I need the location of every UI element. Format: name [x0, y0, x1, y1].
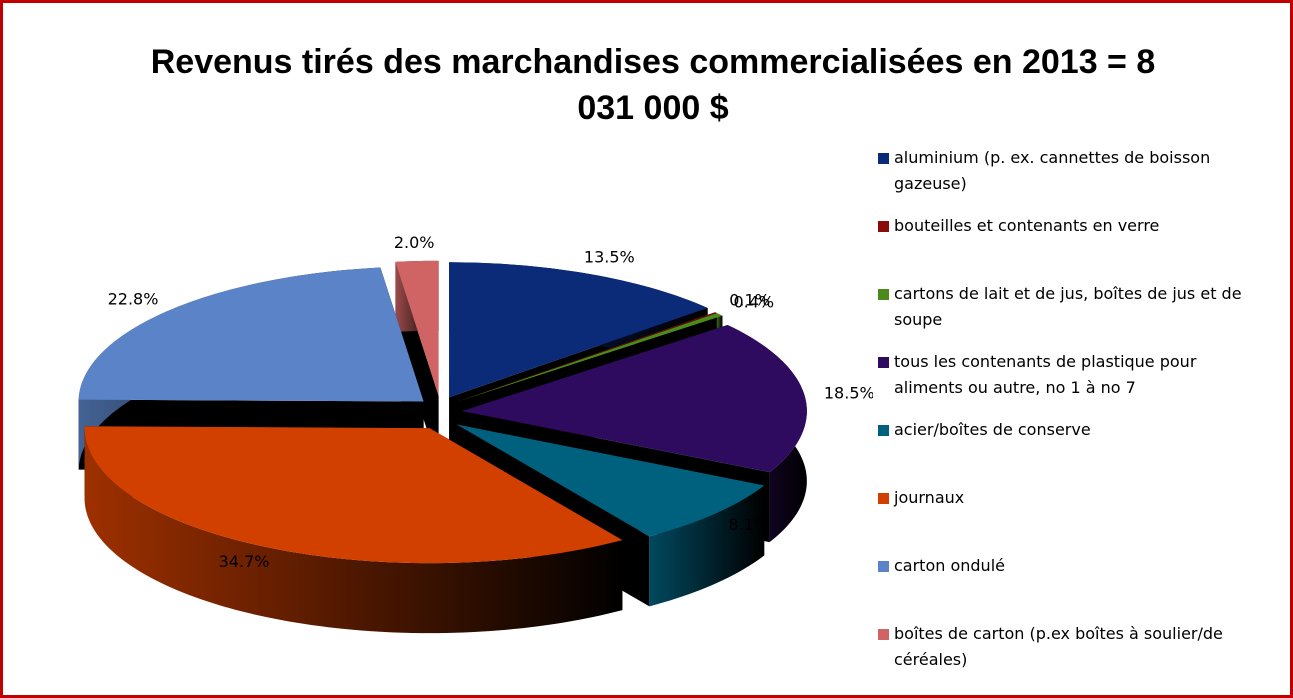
- slice: [395, 260, 439, 396]
- data-label: 34.7%: [219, 552, 270, 571]
- legend-swatch: [878, 629, 889, 640]
- slice: [449, 262, 708, 398]
- legend-item: tous les contenants de plastique pour al…: [878, 349, 1254, 417]
- slice: [456, 313, 723, 402]
- data-label: 22.8%: [108, 289, 159, 308]
- slice: [461, 324, 807, 473]
- legend-item: cartons de lait et de jus, boîtes de jus…: [878, 281, 1254, 349]
- legend-label: carton ondulé: [894, 556, 1005, 575]
- legend-item: aluminium (p. ex. cannettes de boisson g…: [878, 145, 1254, 213]
- legend-item: journaux: [878, 485, 1254, 553]
- legend-label: cartons de lait et de jus, boîtes de jus…: [894, 284, 1242, 329]
- data-label: 2.0%: [394, 233, 435, 252]
- data-label: 0.1%: [729, 291, 770, 310]
- legend-item: bouteilles et contenants en verre: [878, 213, 1254, 281]
- slice: [456, 312, 717, 402]
- slice: [456, 424, 765, 537]
- slice: [84, 426, 623, 564]
- legend-swatch: [878, 561, 889, 572]
- legend-label: bouteilles et contenants en verre: [894, 216, 1160, 235]
- data-label: 18.5%: [824, 384, 873, 403]
- legend-item: acier/boîtes de conserve: [878, 417, 1254, 485]
- pie-plot: 13.5% 0.1%0.4% 18.5% 8.1% 34.7% 22.8% 2.0%: [78, 233, 873, 634]
- legend-item: boîtes de carton (p.ex boîtes à soulier/…: [878, 621, 1254, 689]
- legend-label: journaux: [894, 488, 965, 507]
- legend-swatch: [878, 153, 889, 164]
- legend: aluminium (p. ex. cannettes de boisson g…: [878, 145, 1278, 689]
- legend-swatch: [878, 493, 889, 504]
- legend-label: aluminium (p. ex. cannettes de boisson g…: [894, 148, 1211, 193]
- data-label: 13.5%: [584, 248, 635, 267]
- legend-swatch: [878, 289, 889, 300]
- legend-label: tous les contenants de plastique pour al…: [894, 352, 1197, 397]
- legend-item: carton ondulé: [878, 553, 1254, 621]
- slice: [78, 267, 424, 402]
- chart-title: Revenus tirés des marchandises commercia…: [150, 43, 1156, 127]
- legend-swatch: [878, 425, 889, 436]
- data-label: 0.4%: [733, 293, 774, 312]
- legend-label: boîtes de carton (p.ex boîtes à soulier/…: [894, 624, 1223, 669]
- legend-swatch: [878, 357, 889, 368]
- legend-label: acier/boîtes de conserve: [894, 420, 1091, 439]
- legend-swatch: [878, 221, 889, 232]
- data-label: 8.1%: [728, 515, 769, 534]
- slice-side: [649, 485, 765, 607]
- slice-side: [84, 426, 623, 634]
